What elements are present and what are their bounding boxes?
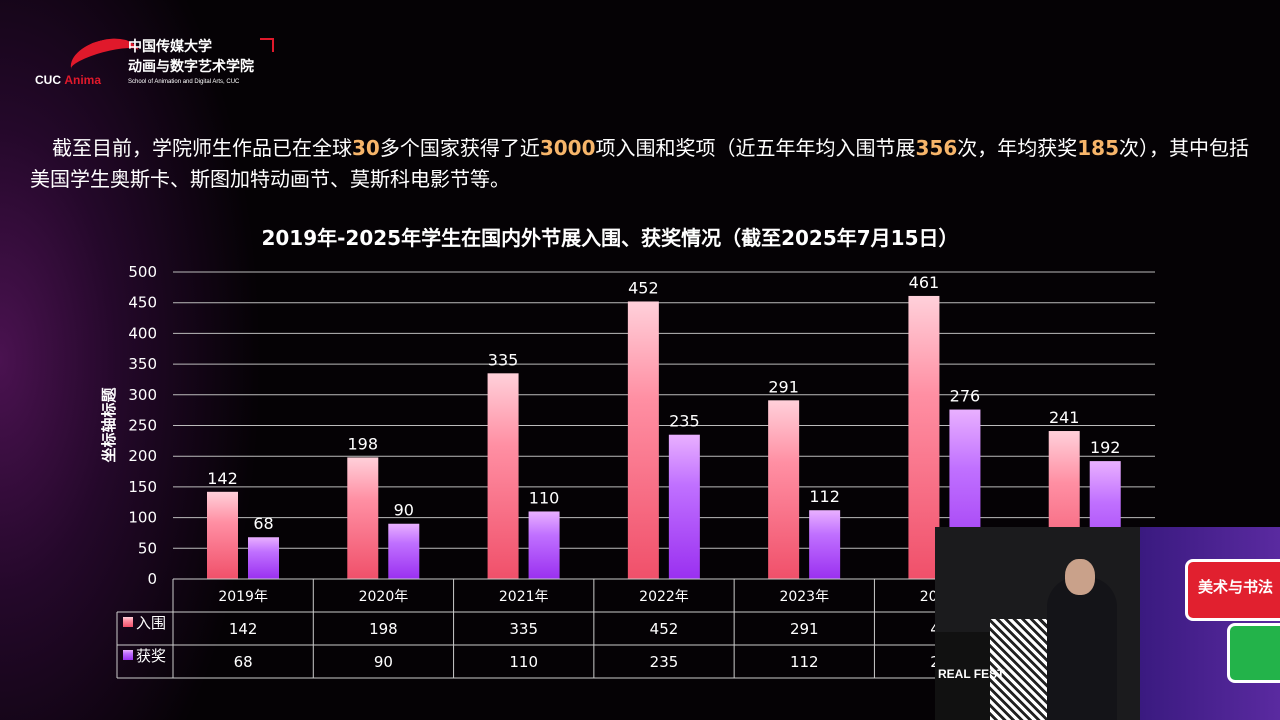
legend-swatch [123, 650, 133, 660]
bar-shortlist [207, 491, 238, 579]
table-cell: 452 [650, 620, 679, 638]
bar-award [248, 537, 279, 579]
x-tick-label: 2020年 [359, 589, 409, 605]
table-cell: 110 [509, 653, 538, 671]
data-label: 198 [348, 434, 379, 453]
logo-brand2: Anima [64, 73, 102, 87]
y-tick-label: 100 [128, 509, 157, 527]
fest-sign: REAL FEST [938, 667, 1005, 681]
screen-label: 美术与书法 [1185, 559, 1280, 621]
logo-brand: CUC [35, 73, 61, 87]
school-name: 中国传媒大学 [128, 39, 212, 55]
legend-label: 入围 [136, 614, 166, 632]
x-tick-label: 2023年 [779, 589, 829, 605]
y-tick-label: 400 [128, 324, 157, 342]
speaker-video-inset: 美术与书法 REAL FEST [935, 527, 1280, 720]
bar-award [668, 434, 700, 579]
data-label: 241 [1049, 408, 1080, 427]
y-tick-label: 250 [128, 417, 157, 435]
bar-award [809, 510, 841, 579]
table-cell: 235 [650, 653, 679, 671]
table-cell: 142 [229, 620, 258, 638]
data-label: 110 [529, 488, 560, 507]
x-tick-label: 2019年 [218, 589, 268, 605]
data-label: 112 [809, 487, 840, 506]
table-cell: 198 [369, 620, 398, 638]
logo: CUC Anima 中国传媒大学 动画与数字艺术学院 School of Ani… [30, 30, 290, 90]
data-label: 68 [253, 514, 273, 533]
y-tick-label: 0 [147, 570, 157, 588]
data-label: 142 [207, 469, 238, 488]
x-tick-label: 2022年 [639, 589, 689, 605]
data-label: 461 [909, 273, 940, 292]
data-label: 192 [1090, 438, 1121, 457]
table-cell: 112 [790, 653, 819, 671]
bar-shortlist [908, 295, 940, 579]
corner-mark [260, 38, 274, 52]
bar-shortlist [627, 301, 659, 579]
y-tick-label: 50 [138, 539, 157, 557]
bar-shortlist [768, 400, 800, 579]
bar-shortlist [347, 457, 379, 579]
data-label: 335 [488, 350, 519, 369]
data-label: 291 [768, 377, 799, 396]
bar-award [528, 511, 560, 579]
table-cell: 335 [509, 620, 538, 638]
y-tick-label: 500 [128, 263, 157, 281]
y-tick-label: 300 [128, 386, 157, 404]
y-tick-label: 450 [128, 294, 157, 312]
chart-title: 2019年-2025年学生在国内外节展入围、获奖情况（截至2025年7月15日） [261, 226, 959, 250]
data-label: 276 [950, 387, 981, 406]
y-tick-label: 150 [128, 478, 157, 496]
legend-swatch [123, 617, 133, 627]
speaker [1047, 577, 1117, 720]
bar-shortlist [487, 373, 519, 579]
data-label: 235 [669, 412, 700, 431]
bar-award [388, 523, 420, 579]
data-label: 452 [628, 278, 659, 297]
college-name-en: School of Animation and Digital Arts, CU… [128, 79, 240, 85]
table-cell: 68 [234, 653, 253, 671]
intro-paragraph: 截至目前，学院师生作品已在全球30多个国家获得了近3000项入围和奖项（近五年年… [30, 136, 1250, 191]
table-cell: 291 [790, 620, 819, 638]
y-tick-label: 350 [128, 355, 157, 373]
y-tick-label: 200 [128, 447, 157, 465]
table-cell: 90 [374, 653, 393, 671]
data-label: 90 [394, 501, 414, 520]
legend-label: 获奖 [136, 647, 166, 665]
y-axis-label: 坐标轴标题 [100, 387, 118, 463]
college-name: 动画与数字艺术学院 [128, 59, 254, 75]
x-tick-label: 2021年 [499, 589, 549, 605]
